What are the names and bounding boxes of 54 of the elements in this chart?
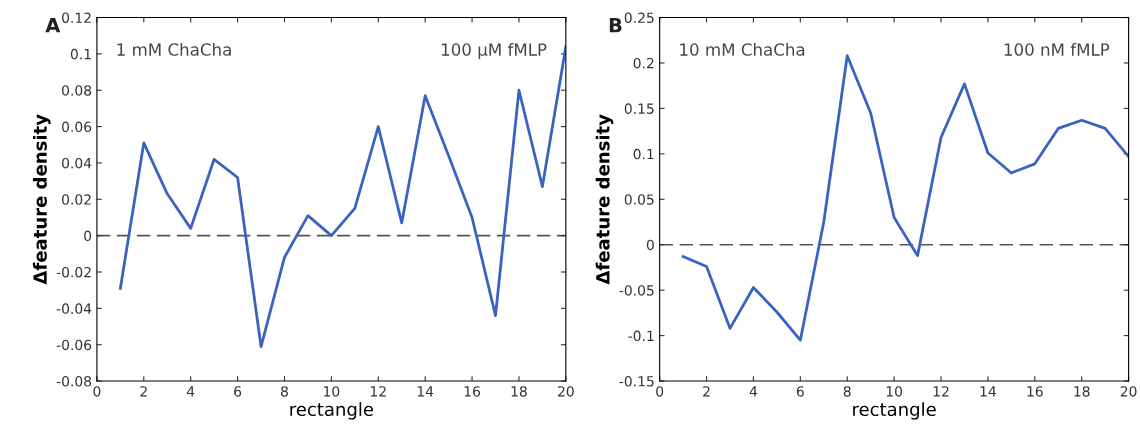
x-tick-label: 2: [703, 386, 710, 397]
x-axis-title: rectangle: [853, 402, 936, 420]
x-tick-label: 10: [324, 386, 340, 397]
x-tick-label: 2: [140, 386, 147, 397]
text: A: [45, 18, 61, 33]
y-tick-label: -0.1: [628, 330, 654, 342]
x-tick-label: 0: [656, 386, 664, 397]
line-series: [681, 54, 1129, 342]
x-tick-label: 0: [93, 386, 101, 397]
x-tick-label: 20: [1120, 386, 1137, 397]
line-series: [118, 45, 566, 348]
y-tick-label: -0.06: [56, 339, 92, 351]
x-tick-label: 14: [417, 386, 434, 397]
x-tick-label: 16: [1027, 386, 1043, 397]
y-tick-label: 0.1: [70, 48, 91, 60]
x-tick-label: 18: [1074, 386, 1090, 397]
x-tick-label: 4: [749, 386, 758, 397]
annotation: 100 µM fMLP: [441, 42, 547, 60]
x-tick-label: 6: [796, 386, 804, 397]
y-tick-label: -0.15: [619, 376, 654, 387]
y-tick-label: 0.08: [62, 85, 92, 96]
x-tick-label: 16: [464, 386, 481, 397]
y-tick-label: 0.05: [624, 194, 654, 205]
y-tick-label: 0: [84, 230, 92, 242]
y-tick-label: -0.02: [56, 266, 91, 278]
y-tick-label: -0.05: [619, 285, 654, 296]
y-tick-label: 0.04: [62, 157, 92, 169]
x-tick-label: 8: [281, 386, 288, 397]
x-tick-label: 8: [843, 386, 851, 397]
y-tick-label: 0: [646, 239, 654, 251]
y-tick-label: 0.12: [62, 12, 91, 23]
x-tick-label: 12: [933, 386, 949, 397]
text: B: [609, 18, 622, 33]
y-axis-title: Δfeature density: [595, 114, 614, 285]
annotation: 10 mM ChaCha: [680, 42, 805, 56]
x-tick-label: 14: [980, 386, 996, 397]
x-tick-label: 10: [886, 386, 903, 397]
y-tick-label: 0.02: [62, 194, 91, 205]
annotation: 100 nM fMLP: [1004, 42, 1110, 56]
x-tick-label: 20: [558, 386, 574, 397]
x-tick-label: 12: [370, 386, 386, 397]
y-tick-label: 0.1: [633, 148, 654, 160]
y-tick-label: 0.06: [62, 121, 92, 133]
x-tick-label: 18: [511, 386, 527, 397]
y-axis-title: Δfeature density: [32, 114, 51, 285]
x-axis-title: rectangle: [290, 402, 374, 420]
x-tick-label: 6: [234, 386, 242, 397]
y-tick-label: 0.2: [633, 57, 654, 69]
y-tick-label: 0.15: [624, 103, 654, 114]
annotation: 1 mM ChaCha: [117, 42, 231, 56]
y-tick-label: -0.08: [56, 376, 92, 387]
x-tick-label: 4: [186, 386, 195, 397]
y-tick-label: 0.25: [624, 12, 654, 23]
y-tick-label: -0.04: [56, 303, 92, 314]
